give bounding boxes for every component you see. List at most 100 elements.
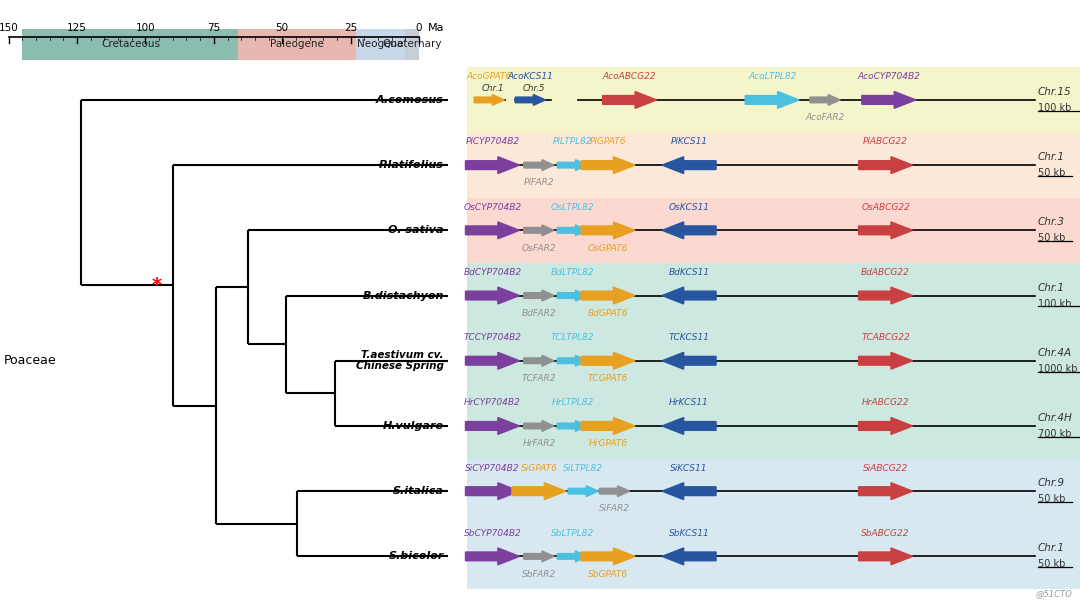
FancyArrow shape: [524, 551, 554, 562]
Bar: [467, 459, 1080, 523]
FancyArrow shape: [581, 287, 635, 304]
FancyArrow shape: [568, 486, 598, 496]
Text: SiLTPL82: SiLTPL82: [563, 463, 604, 472]
FancyArrow shape: [662, 418, 716, 435]
Text: OsFAR2: OsFAR2: [522, 243, 556, 252]
Text: Chr.1: Chr.1: [1038, 282, 1065, 293]
Text: PlABCG22: PlABCG22: [863, 138, 908, 147]
Text: H.vulgare: H.vulgare: [383, 421, 444, 431]
Text: 700 kb: 700 kb: [1038, 429, 1071, 439]
Text: Chr.15: Chr.15: [1038, 87, 1071, 97]
FancyArrow shape: [474, 94, 504, 105]
FancyArrow shape: [662, 222, 716, 239]
FancyArrow shape: [557, 225, 588, 236]
Bar: [467, 523, 1080, 589]
FancyArrow shape: [859, 483, 913, 499]
Text: SbGPAT6: SbGPAT6: [588, 570, 629, 579]
Text: SbABCG22: SbABCG22: [862, 529, 909, 538]
Text: Chr.1: Chr.1: [1038, 543, 1065, 554]
Text: *: *: [151, 276, 162, 295]
FancyArrow shape: [581, 352, 635, 369]
FancyArrow shape: [524, 225, 554, 236]
FancyArrow shape: [662, 287, 716, 304]
Text: Chr.5: Chr.5: [523, 84, 544, 93]
FancyArrow shape: [465, 483, 519, 499]
Text: AcoLTPL82: AcoLTPL82: [748, 72, 796, 81]
FancyArrow shape: [557, 355, 588, 366]
Text: TCABCG22: TCABCG22: [861, 333, 910, 342]
Text: 50: 50: [275, 23, 288, 33]
Text: BdABCG22: BdABCG22: [861, 268, 910, 277]
FancyArrow shape: [581, 548, 635, 565]
FancyArrow shape: [512, 483, 566, 499]
Text: Chr.3: Chr.3: [1038, 218, 1065, 227]
Text: SbCYP704B2: SbCYP704B2: [463, 529, 522, 538]
FancyArrow shape: [603, 91, 657, 108]
Text: 0: 0: [416, 23, 422, 33]
FancyArrow shape: [465, 418, 519, 435]
FancyArrow shape: [859, 352, 913, 369]
FancyArrow shape: [524, 421, 554, 432]
Text: 50 kb: 50 kb: [1038, 168, 1065, 178]
FancyArrow shape: [810, 94, 840, 105]
Text: Chr.4H: Chr.4H: [1038, 413, 1072, 423]
FancyArrow shape: [859, 222, 913, 239]
Text: Cretaceous: Cretaceous: [100, 40, 160, 49]
FancyArrow shape: [581, 418, 635, 435]
Text: BdFAR2: BdFAR2: [522, 309, 556, 318]
FancyArrow shape: [524, 290, 554, 301]
FancyArrow shape: [465, 548, 519, 565]
FancyArrow shape: [465, 352, 519, 369]
Bar: [239, 29, 356, 60]
FancyArrow shape: [557, 551, 588, 562]
FancyArrow shape: [557, 160, 588, 171]
Text: SbFAR2: SbFAR2: [522, 570, 556, 579]
Text: @51CTO: @51CTO: [1036, 589, 1072, 598]
FancyArrow shape: [524, 160, 554, 171]
Text: Chr.9: Chr.9: [1038, 478, 1065, 488]
Text: 50 kb: 50 kb: [1038, 233, 1065, 243]
FancyArrow shape: [859, 548, 913, 565]
FancyArrow shape: [859, 287, 913, 304]
FancyArrow shape: [862, 91, 916, 108]
Text: PlLTPL82: PlLTPL82: [553, 138, 592, 147]
Text: PlCYP704B2: PlCYP704B2: [465, 138, 519, 147]
Bar: [467, 67, 1080, 133]
FancyArrow shape: [465, 287, 519, 304]
FancyArrow shape: [581, 157, 635, 174]
Text: 125: 125: [67, 23, 87, 33]
FancyArrow shape: [662, 483, 716, 499]
FancyArrow shape: [465, 222, 519, 239]
Text: Ma: Ma: [428, 23, 444, 33]
FancyArrow shape: [581, 222, 635, 239]
Text: SiGPAT6: SiGPAT6: [521, 463, 557, 472]
Text: AcoABCG22: AcoABCG22: [603, 72, 657, 81]
Text: S.bicolor: S.bicolor: [389, 551, 444, 561]
Text: BdKCS11: BdKCS11: [669, 268, 710, 277]
Text: A.comosus: A.comosus: [376, 95, 444, 105]
Text: 100 kb: 100 kb: [1038, 103, 1071, 113]
Text: TCCYP704B2: TCCYP704B2: [463, 333, 522, 342]
Text: B.distachyon: B.distachyon: [363, 290, 444, 300]
FancyArrow shape: [557, 421, 588, 432]
Text: TCFAR2: TCFAR2: [522, 374, 556, 383]
Text: OsGPAT6: OsGPAT6: [588, 243, 629, 252]
Bar: [467, 394, 1080, 459]
Text: 50 kb: 50 kb: [1038, 494, 1065, 504]
Text: PlGPAT6: PlGPAT6: [590, 138, 626, 147]
Text: AcoGPAT6: AcoGPAT6: [467, 72, 512, 81]
Text: T.aestivum cv.
Chinese Spring: T.aestivum cv. Chinese Spring: [356, 350, 444, 371]
FancyArrow shape: [745, 91, 799, 108]
Text: 50 kb: 50 kb: [1038, 560, 1065, 569]
Text: O. sativa: O. sativa: [389, 225, 444, 236]
Text: 100: 100: [136, 23, 156, 33]
Text: P.latifolius: P.latifolius: [379, 160, 444, 170]
Text: Neogene: Neogene: [357, 40, 404, 49]
Text: OsABCG22: OsABCG22: [861, 203, 910, 212]
Text: TCGPAT6: TCGPAT6: [588, 374, 629, 383]
Text: Paleogene: Paleogene: [270, 40, 324, 49]
Text: BdGPAT6: BdGPAT6: [588, 309, 629, 318]
Text: S.italica: S.italica: [393, 486, 444, 496]
Text: TCLTPL82: TCLTPL82: [551, 333, 594, 342]
Bar: [23, 29, 239, 60]
